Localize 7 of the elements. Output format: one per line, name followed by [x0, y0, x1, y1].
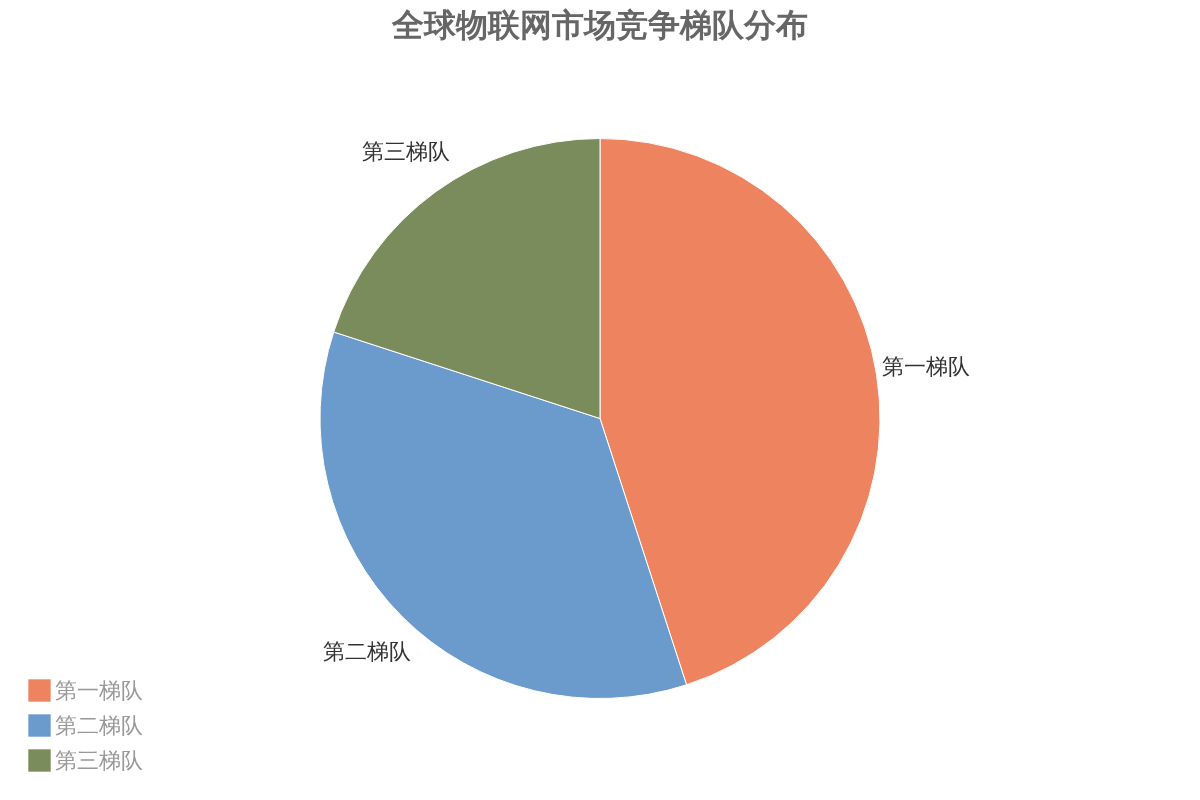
chart-title: 全球物联网市场竞争梯队分布 — [391, 6, 808, 44]
legend-label: 第一梯队 — [55, 677, 143, 703]
slice-label: 第三梯队 — [362, 138, 451, 164]
legend-label: 第三梯队 — [55, 747, 143, 773]
slice-label: 第二梯队 — [322, 638, 411, 664]
slice-label: 第一梯队 — [881, 353, 970, 379]
legend-label: 第二梯队 — [55, 712, 143, 738]
